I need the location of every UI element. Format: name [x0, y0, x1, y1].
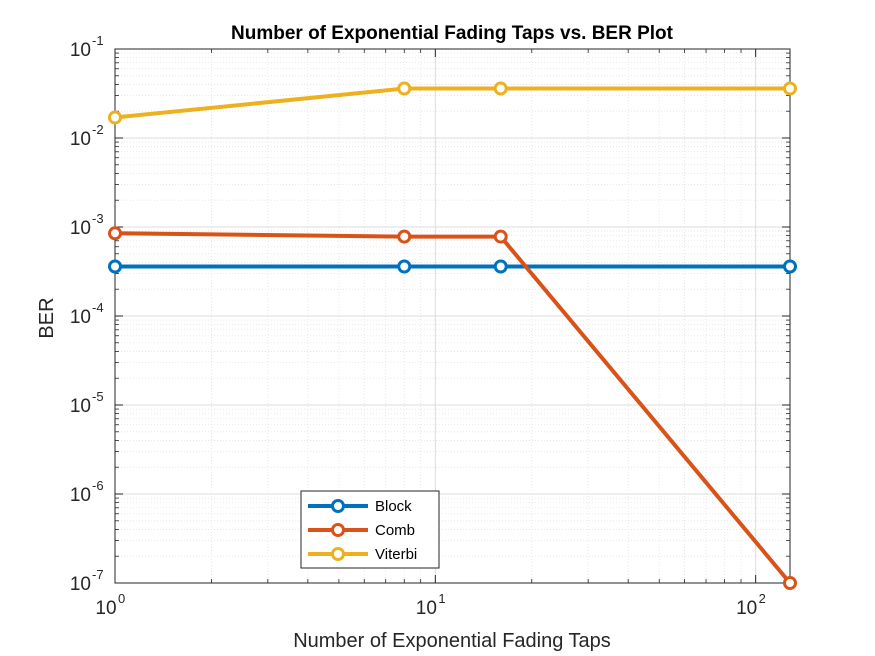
- x-tick-label: 10: [95, 598, 116, 619]
- y-tick-label: 10: [70, 574, 91, 595]
- data-point-comb: [108, 226, 122, 241]
- data-point-block: [493, 259, 508, 274]
- y-tick-exponent: -6: [92, 478, 104, 493]
- data-point-comb: [397, 229, 412, 244]
- y-tick-label: 10: [70, 129, 91, 150]
- chart-title: Number of Exponential Fading Taps vs. BE…: [231, 23, 674, 44]
- data-point-viterbi: [397, 81, 412, 96]
- x-tick-exponent: 1: [438, 591, 445, 606]
- y-tick-label: 10: [70, 307, 91, 328]
- y-tick-labels: 10-710-610-510-410-310-210-1: [70, 33, 104, 595]
- data-point-viterbi: [493, 81, 508, 96]
- x-tick-label: 10: [736, 598, 757, 619]
- series-lines: [108, 81, 797, 590]
- data-point-comb: [783, 576, 797, 590]
- legend-label-viterbi: Viterbi: [375, 546, 417, 563]
- data-point-viterbi: [108, 110, 122, 125]
- series-block: [108, 259, 797, 274]
- legend-entry-comb: Comb: [308, 522, 415, 539]
- y-tick-label: 10: [70, 218, 91, 239]
- x-tick-labels: 10 0 10 1 10 2: [95, 591, 765, 619]
- y-tick-exponent: -3: [92, 211, 104, 226]
- x-axis-label: Number of Exponential Fading Taps: [293, 630, 611, 652]
- legend-entry-viterbi: Viterbi: [308, 546, 417, 563]
- series-viterbi: [108, 81, 797, 125]
- y-tick-exponent: -5: [92, 389, 104, 404]
- y-tick-exponent: -4: [92, 300, 104, 315]
- y-tick-exponent: -2: [92, 122, 104, 137]
- series-comb: [108, 226, 797, 590]
- data-point-comb: [493, 229, 508, 244]
- y-axis-label: BER: [36, 297, 58, 338]
- legend: Block Comb Viterbi: [300, 490, 440, 569]
- series-line-comb: [114, 231, 792, 585]
- data-point-block: [783, 259, 797, 274]
- y-tick-exponent: -1: [92, 33, 104, 48]
- y-tick-label: 10: [70, 396, 91, 417]
- legend-marker-block: [331, 499, 345, 513]
- x-tick-exponent: 0: [118, 591, 125, 606]
- y-tick-label: 10: [70, 40, 91, 61]
- x-tick-exponent: 2: [759, 591, 766, 606]
- x-tick-label: 10: [416, 598, 437, 619]
- legend-label-comb: Comb: [375, 522, 415, 539]
- series-line-viterbi: [114, 86, 790, 120]
- data-point-viterbi: [783, 81, 797, 96]
- legend-entry-block: Block: [308, 498, 412, 515]
- legend-label-block: Block: [375, 498, 412, 515]
- data-point-block: [397, 259, 412, 274]
- legend-marker-comb: [331, 523, 345, 537]
- data-point-block: [108, 259, 122, 274]
- y-tick-label: 10: [70, 485, 91, 506]
- y-tick-exponent: -7: [92, 567, 104, 582]
- legend-marker-viterbi: [331, 547, 345, 561]
